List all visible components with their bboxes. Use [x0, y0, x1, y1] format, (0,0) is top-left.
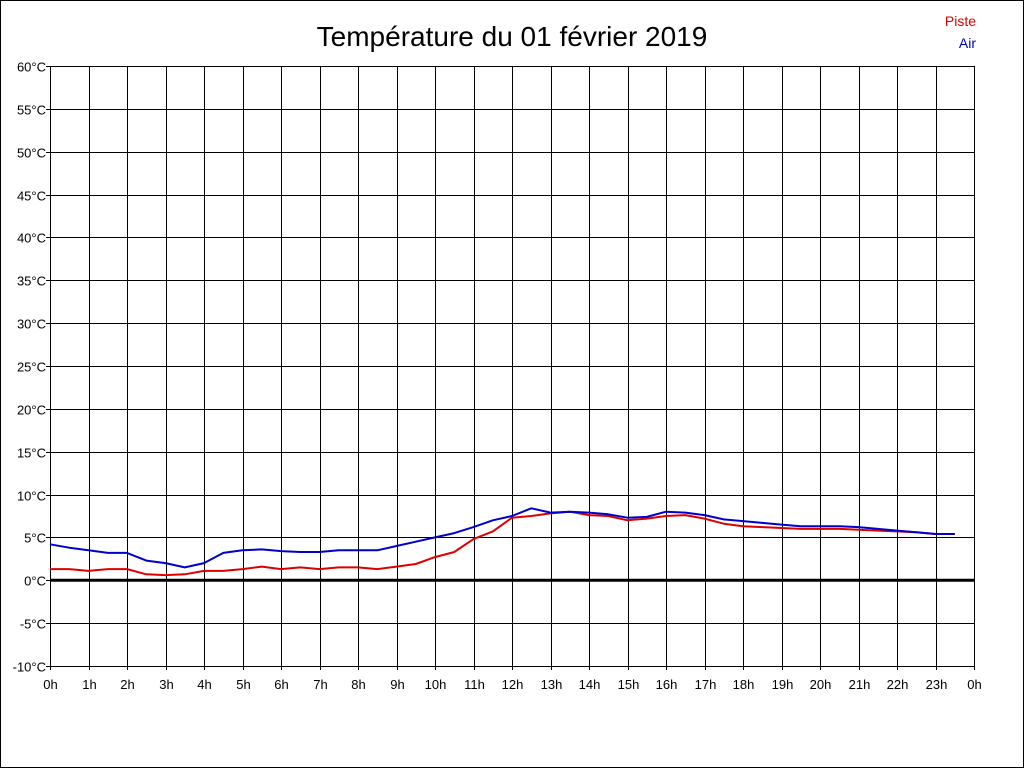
y-tick-label: 30°C: [17, 317, 46, 332]
x-tick-label: 21h: [849, 677, 871, 692]
x-tick-label: 16h: [656, 677, 678, 692]
x-tick-label: 15h: [618, 677, 640, 692]
series-line-air: [49, 507, 955, 569]
y-tick-label: 0°C: [24, 574, 46, 589]
legend-label-air: Air: [959, 35, 976, 51]
x-tick-label: 0h: [967, 677, 981, 692]
y-tick-label: 50°C: [17, 146, 46, 161]
chart-title: Température du 01 février 2019: [317, 21, 708, 52]
series-lines: [49, 507, 955, 577]
y-tick-label: 45°C: [17, 189, 46, 204]
x-tick-label: 11h: [464, 677, 485, 692]
y-tick-label: 25°C: [17, 360, 46, 375]
y-tick-label: 5°C: [24, 531, 46, 546]
x-tick-label: 18h: [733, 677, 755, 692]
x-tick-label: 7h: [313, 677, 327, 692]
legend-label-piste: Piste: [945, 13, 976, 29]
x-tick-label: 0h: [43, 677, 57, 692]
axis-ticks: -10°C -5°C 0°C 5°C 10°C 15°C 20°C 25°C 30°C 35°C 4…: [13, 60, 982, 693]
grid: [46, 66, 975, 667]
x-tick-label: 12h: [502, 677, 524, 692]
y-tick-label: 35°C: [17, 274, 46, 289]
x-tick-label: 13h: [541, 677, 563, 692]
x-tick-label: 14h: [579, 677, 601, 692]
x-tick-label: 9h: [390, 677, 404, 692]
x-tick-label: 19h: [772, 677, 794, 692]
x-tick-label: 5h: [236, 677, 250, 692]
x-tick-label: 4h: [197, 677, 211, 692]
series-line-piste: [50, 510, 955, 577]
x-tick-label: 17h: [695, 677, 717, 692]
y-tick-label: 60°C: [17, 60, 46, 75]
legend: Piste Air: [945, 13, 976, 51]
y-tick-label: 15°C: [17, 446, 46, 461]
y-tick-label: 40°C: [17, 231, 46, 246]
y-tick-label: -10°C: [13, 660, 46, 675]
x-tick-label: 23h: [926, 677, 948, 692]
x-tick-label: 10h: [425, 677, 447, 692]
x-tick-label: 8h: [351, 677, 365, 692]
x-tick-label: 2h: [120, 677, 134, 692]
x-tick-label: 20h: [810, 677, 832, 692]
x-tick-label: 3h: [159, 677, 173, 692]
y-tick-label: 55°C: [17, 103, 46, 118]
y-tick-label: 10°C: [17, 489, 46, 504]
y-tick-label: -5°C: [20, 617, 46, 632]
x-tick-label: 6h: [274, 677, 288, 692]
x-tick-label: 1h: [82, 677, 96, 692]
x-tick-label: 22h: [887, 677, 909, 692]
y-tick-label: 20°C: [17, 403, 46, 418]
